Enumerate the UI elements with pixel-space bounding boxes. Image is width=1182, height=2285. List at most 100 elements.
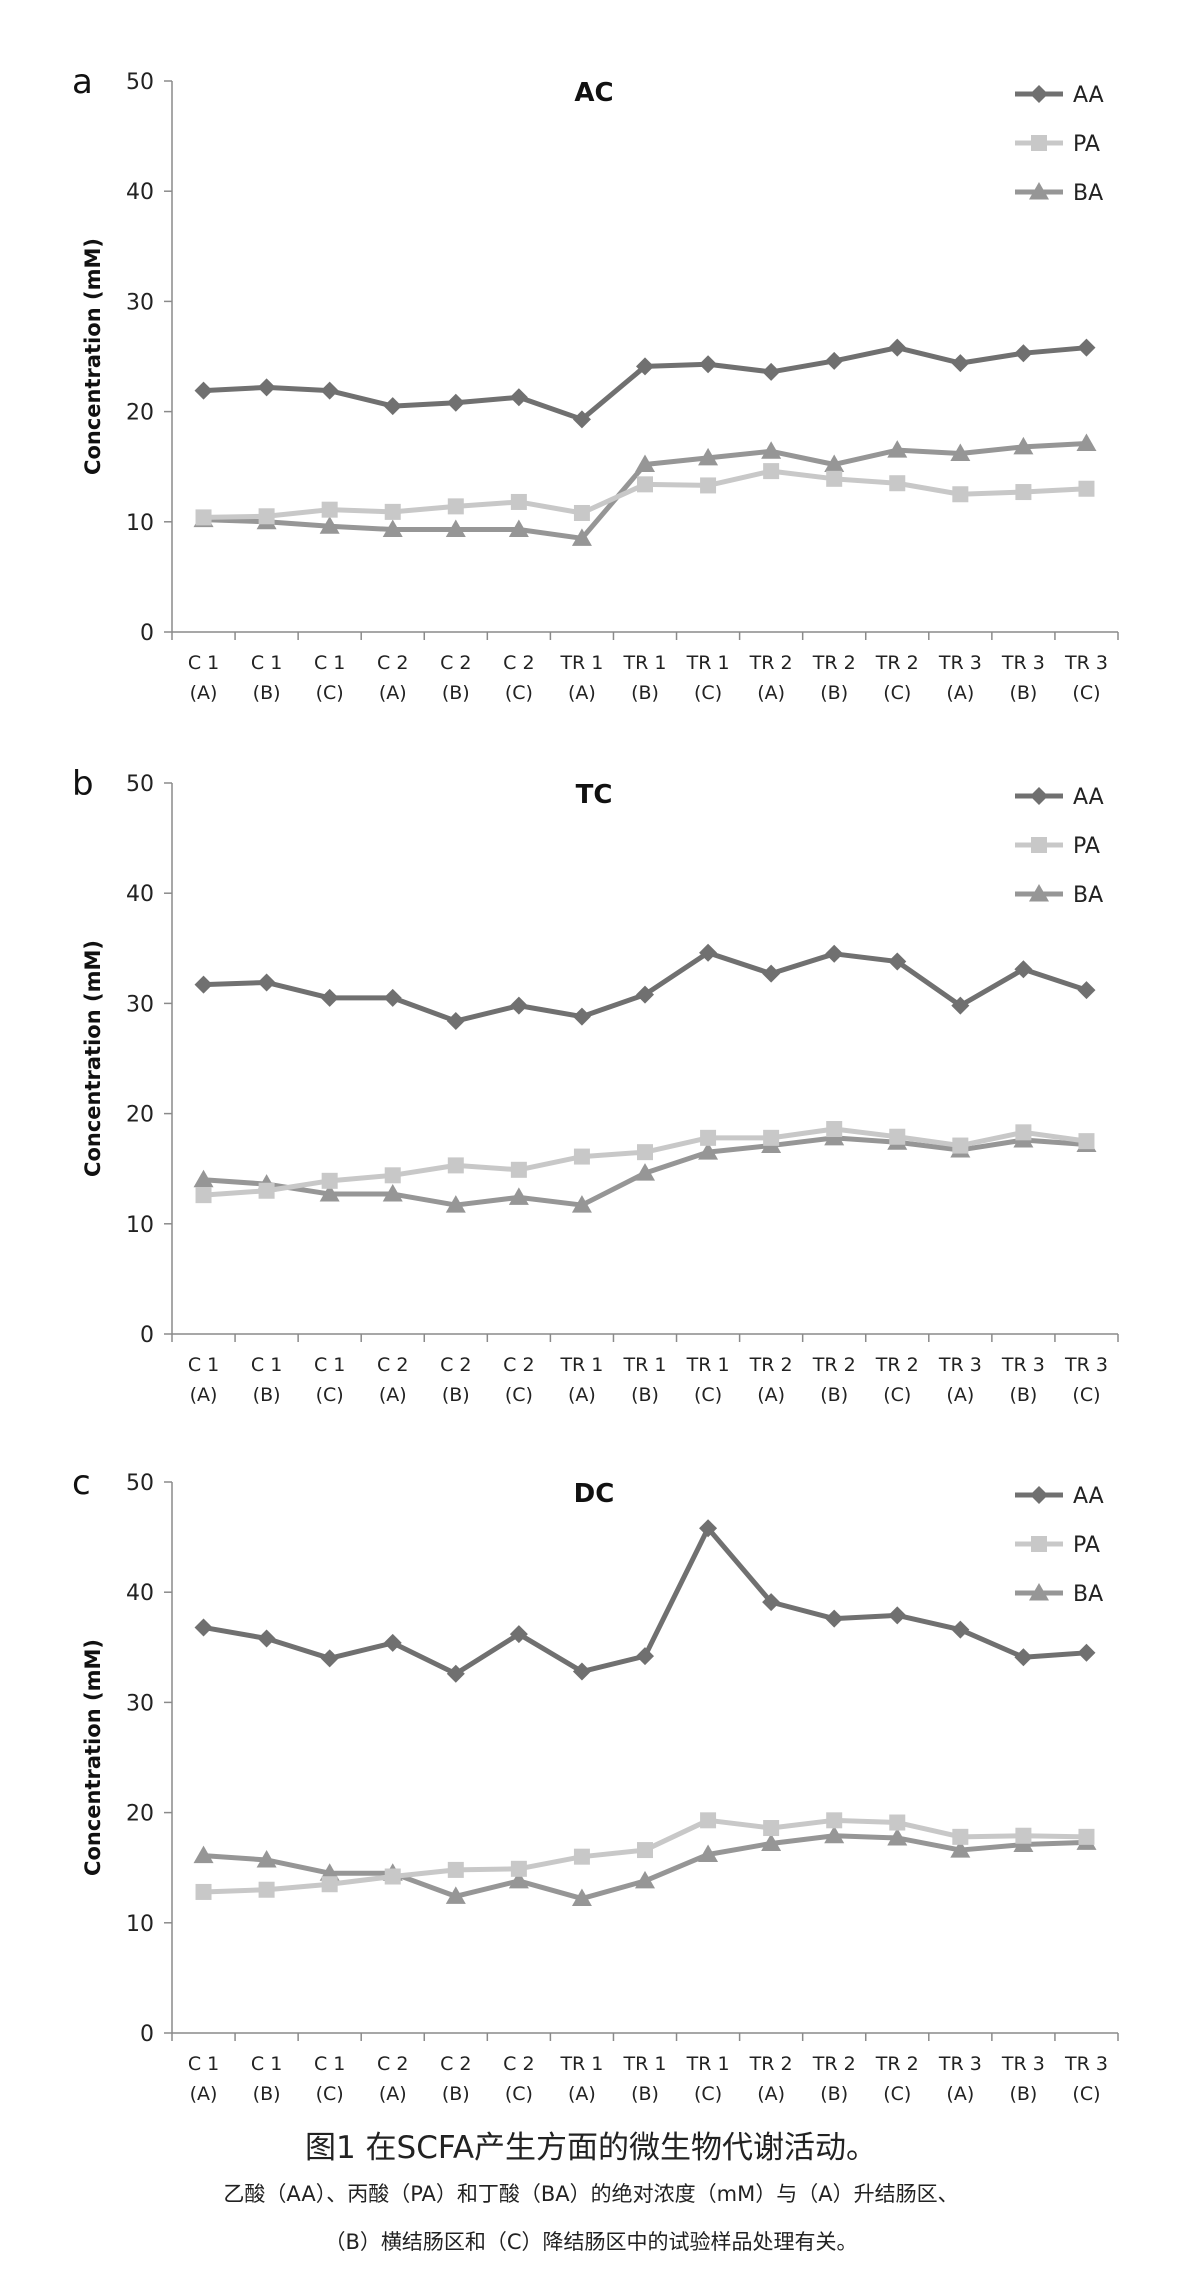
y-tick-label: 30 [126, 1691, 154, 1716]
x-tick-sublabel: (A) [757, 2083, 785, 2105]
x-tick-label: TR 2 [749, 1354, 793, 1376]
x-tick-sublabel: (A) [190, 1384, 218, 1406]
data-point-AA [888, 338, 907, 357]
x-tick-label: C 2 [503, 2053, 534, 2075]
data-point-AA [699, 943, 718, 962]
x-tick-label: C 2 [377, 652, 408, 674]
data-point-AA [636, 1647, 654, 1666]
data-point-PA [637, 476, 653, 493]
data-point-BA [1076, 433, 1097, 452]
data-point-PA [384, 1868, 401, 1885]
data-point-PA [447, 1157, 464, 1174]
x-tick-label: TR 1 [686, 1354, 730, 1376]
data-point-PA [510, 493, 527, 510]
x-tick-sublabel: (B) [820, 682, 848, 704]
data-point-AA [320, 1649, 339, 1668]
data-point-BA [887, 440, 908, 458]
x-tick-sublabel: (B) [442, 682, 470, 704]
figure-caption-line-2: （B）横结肠区和（C）降结肠区中的试验样品处理有关。 [324, 2230, 858, 2254]
data-point-PA [700, 1812, 717, 1829]
data-point-AA [320, 988, 339, 1007]
y-tick-label: 40 [126, 180, 154, 205]
data-point-BA [824, 454, 845, 472]
data-point-BA [571, 1195, 592, 1213]
data-point-BA [761, 1833, 782, 1851]
x-tick-sublabel: (C) [316, 1384, 344, 1406]
y-tick-label: 40 [126, 1581, 154, 1606]
data-point-PA [889, 1128, 906, 1145]
x-tick-sublabel: (C) [1072, 682, 1100, 704]
data-point-AA [383, 1633, 402, 1652]
legend-marker-PA [1031, 1536, 1047, 1552]
series-AA [194, 338, 1096, 429]
legend-item-AA: AA [1015, 785, 1104, 810]
data-point-AA [825, 944, 844, 963]
y-tick-label: 20 [126, 1103, 154, 1128]
data-point-BA [635, 454, 655, 472]
y-tick-label: 0 [140, 621, 154, 646]
data-point-PA [510, 1161, 527, 1178]
x-tick-sublabel: (C) [883, 682, 911, 704]
x-tick-sublabel: (A) [190, 2083, 218, 2105]
data-point-BA [508, 1187, 529, 1205]
x-tick-label: TR 2 [812, 1354, 856, 1376]
legend-label: PA [1073, 132, 1100, 157]
legend-marker-PA [1031, 837, 1047, 853]
data-point-BA [1013, 436, 1034, 455]
data-point-BA [445, 1195, 466, 1213]
legend-item-AA: AA [1015, 83, 1104, 108]
x-tick-sublabel: (B) [820, 2083, 848, 2105]
x-tick-label: TR 3 [1001, 1354, 1045, 1376]
x-tick-label: C 1 [314, 2053, 345, 2075]
data-point-PA [573, 504, 590, 521]
data-point-PA [700, 1129, 717, 1146]
data-point-PA [763, 463, 780, 480]
x-tick-sublabel: (B) [820, 1384, 848, 1406]
data-point-BA [635, 1870, 655, 1889]
data-point-AA [888, 952, 907, 971]
x-tick-label: TR 3 [1064, 1354, 1108, 1376]
x-tick-sublabel: (A) [568, 2083, 596, 2105]
data-point-BA [508, 1870, 529, 1889]
x-tick-sublabel: (A) [757, 682, 785, 704]
data-point-BA [698, 447, 719, 466]
data-point-PA [826, 1812, 843, 1829]
data-point-BA [635, 1163, 655, 1181]
chart-title: AC [574, 78, 613, 108]
data-point-PA [510, 1860, 527, 1877]
x-tick-label: TR 1 [623, 652, 667, 674]
data-point-PA [952, 486, 969, 503]
x-tick-sublabel: (C) [883, 1384, 911, 1406]
data-point-PA [573, 1148, 590, 1165]
data-point-PA [1078, 1828, 1095, 1845]
legend-item-PA: PA [1015, 132, 1100, 157]
data-point-AA [888, 1606, 907, 1625]
data-point-BA [698, 1142, 719, 1160]
data-point-AA [636, 985, 654, 1004]
legend-marker-AA [1030, 1486, 1048, 1504]
legend-marker-BA [1029, 884, 1049, 902]
x-tick-sublabel: (C) [505, 682, 533, 704]
x-tick-label: C 2 [440, 1354, 471, 1376]
y-tick-label: 30 [126, 992, 154, 1017]
x-tick-sublabel: (B) [253, 1384, 281, 1406]
legend-label: AA [1073, 1484, 1104, 1509]
x-tick-sublabel: (B) [442, 2083, 470, 2105]
panel-label: c [72, 1463, 91, 1503]
data-point-PA [826, 1121, 843, 1138]
legend: AA PA BA [1015, 1484, 1104, 1607]
panel-label: b [72, 764, 94, 804]
data-point-PA [321, 1876, 338, 1893]
data-point-BA [382, 1184, 403, 1202]
x-tick-label: TR 2 [875, 1354, 919, 1376]
x-tick-label: TR 1 [559, 652, 603, 674]
data-point-AA [383, 988, 402, 1007]
data-point-AA [383, 397, 402, 416]
data-point-AA [951, 1620, 970, 1639]
x-tick-label: C 1 [188, 652, 219, 674]
data-point-PA [1015, 1827, 1032, 1844]
x-tick-label: TR 3 [1001, 652, 1045, 674]
data-point-PA [321, 501, 338, 518]
data-point-PA [195, 1187, 212, 1204]
legend-marker-AA [1030, 85, 1048, 103]
